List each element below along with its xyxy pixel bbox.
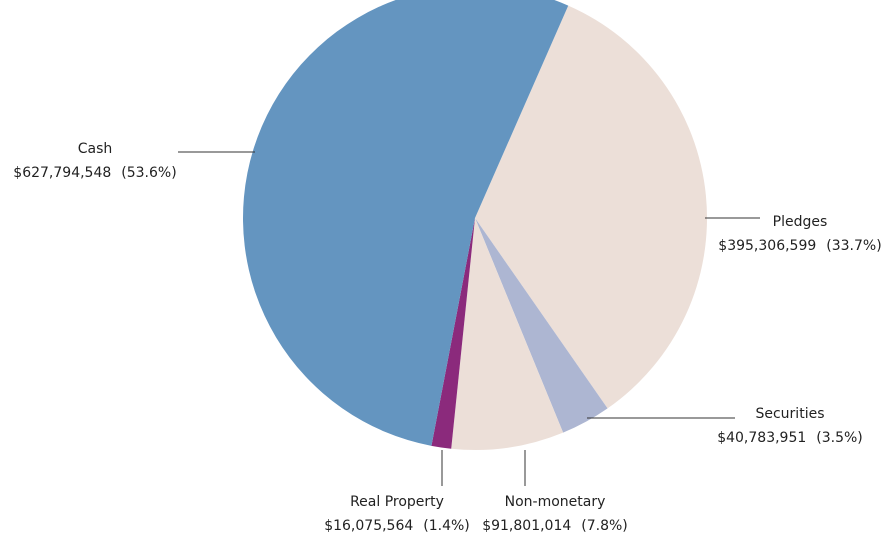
slice-value: $395,306,599 (33.7%) xyxy=(718,238,881,254)
pie-slice xyxy=(475,218,608,433)
slice-label: Cash xyxy=(78,141,113,157)
slice-label: Pledges xyxy=(773,214,828,230)
value-label: $40,783,951 xyxy=(717,430,806,446)
percent-label: (3.5%) xyxy=(816,430,863,446)
slice-label: Non-monetary xyxy=(505,494,606,510)
value-label: $627,794,548 xyxy=(13,165,111,181)
pie-slice xyxy=(475,5,707,409)
slice-value: $91,801,014 (7.8%) xyxy=(482,518,628,534)
percent-label: (53.6%) xyxy=(121,165,176,181)
slice-value: $627,794,548 (53.6%) xyxy=(13,165,176,181)
slice-label: Securities xyxy=(755,406,824,422)
value-label: $91,801,014 xyxy=(482,518,571,534)
slice-value: $16,075,564 (1.4%) xyxy=(324,518,470,534)
slice-value: $40,783,951 (3.5%) xyxy=(717,430,863,446)
percent-label: (7.8%) xyxy=(581,518,628,534)
percent-label: (33.7%) xyxy=(826,238,881,254)
value-label: $16,075,564 xyxy=(324,518,413,534)
pie-slice xyxy=(243,0,569,446)
pie-slice xyxy=(451,218,564,450)
pie-slice xyxy=(431,218,475,449)
slice-label: Real Property xyxy=(350,494,444,510)
percent-label: (1.4%) xyxy=(423,518,470,534)
value-label: $395,306,599 xyxy=(718,238,816,254)
